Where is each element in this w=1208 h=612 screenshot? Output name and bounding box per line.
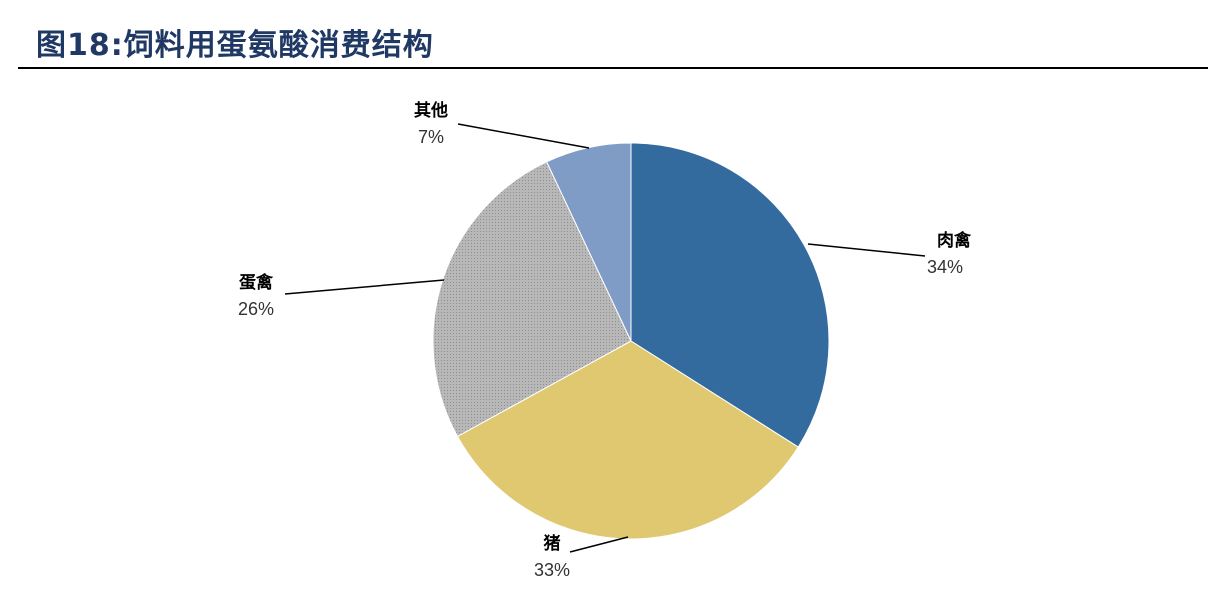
slice-label-name: 蛋禽 bbox=[239, 272, 274, 293]
pie-slice-1 bbox=[630, 142, 830, 448]
slice-label-name: 其他 bbox=[414, 100, 448, 121]
leader-line-4 bbox=[457, 123, 590, 149]
figure-title-text: 饲料用蛋氨酸消费结构 bbox=[123, 28, 434, 63]
slice-label-name: 肉禽 bbox=[937, 230, 972, 251]
slice-label-percent: 7% bbox=[418, 127, 444, 147]
leader-line-3 bbox=[284, 279, 445, 295]
figure-title: 图18:饲料用蛋氨酸消费结构 bbox=[36, 20, 434, 64]
leader-line-1 bbox=[807, 243, 926, 257]
slice-label-percent: 33% bbox=[534, 560, 570, 580]
slice-label-percent: 34% bbox=[927, 257, 963, 277]
slice-label-percent: 26% bbox=[238, 299, 274, 319]
figure-number: 图18: bbox=[36, 28, 124, 63]
leader-line-2 bbox=[569, 536, 629, 553]
slice-label-name: 猪 bbox=[544, 533, 561, 554]
title-underline bbox=[18, 67, 1208, 69]
pie-slice-2 bbox=[456, 340, 799, 540]
